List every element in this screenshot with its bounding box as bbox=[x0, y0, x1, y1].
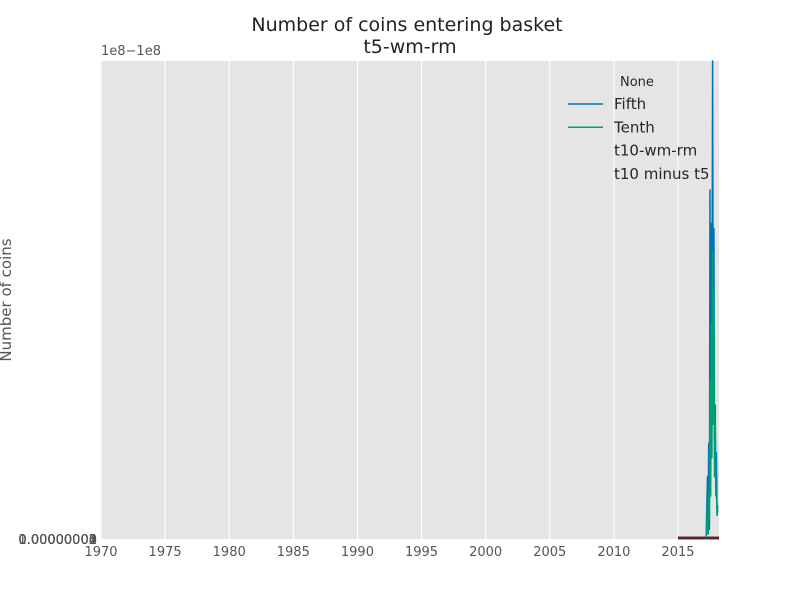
chart-subtitle: t5-wm-rm bbox=[363, 36, 456, 58]
x-tick-labels: 1970 1975 1980 1985 1990 1995 2000 2005 2010 2015 bbox=[84, 545, 694, 560]
legend-title: None bbox=[620, 75, 654, 90]
legend-entry-label: Tenth bbox=[613, 118, 655, 136]
y-tick-labels: 1.000000000.000000010.000000020.00000003… bbox=[18, 533, 97, 548]
legend: None Fifth Tenth t10-wm-rm t10 minus t5 bbox=[568, 75, 710, 183]
x-tick-label: 2015 bbox=[661, 545, 694, 560]
x-tick-label: 1995 bbox=[405, 545, 438, 560]
chart-title: Number of coins entering basket bbox=[251, 14, 562, 36]
grid-layer bbox=[100, 61, 679, 539]
y-tick-label: 0.00000004 bbox=[18, 533, 97, 548]
legend-entry-label: t10-wm-rm bbox=[614, 142, 697, 160]
x-tick-label: 2005 bbox=[533, 545, 566, 560]
series-layer bbox=[705, 60, 719, 538]
y-axis-label: Number of coins bbox=[0, 238, 15, 361]
x-tick-label: 1990 bbox=[341, 545, 374, 560]
x-tick-label: 1985 bbox=[277, 545, 310, 560]
y-tick-label: 0.00000002 bbox=[18, 533, 97, 548]
legend-entries: Fifth Tenth t10-wm-rm t10 minus t5 bbox=[568, 95, 710, 183]
legend-entry-label: t10 minus t5 bbox=[614, 165, 710, 183]
series-line-tenth bbox=[705, 251, 719, 538]
y-tick-label: 0.00000001 bbox=[18, 533, 97, 548]
plot-area bbox=[101, 61, 719, 539]
x-tick-label: 1975 bbox=[149, 545, 182, 560]
x-tick-label: 2000 bbox=[469, 545, 502, 560]
x-tick-label: 1980 bbox=[213, 545, 246, 560]
legend-entry-label: Fifth bbox=[614, 95, 646, 113]
x-tick-label: 2010 bbox=[597, 545, 630, 560]
y-tick-label: 1.00000000 bbox=[18, 533, 97, 548]
x-tick-label: 1970 bbox=[84, 545, 117, 560]
y-tick-label: 0.00000003 bbox=[18, 533, 97, 548]
y-offset-label: 1e8−1e8 bbox=[101, 44, 161, 59]
